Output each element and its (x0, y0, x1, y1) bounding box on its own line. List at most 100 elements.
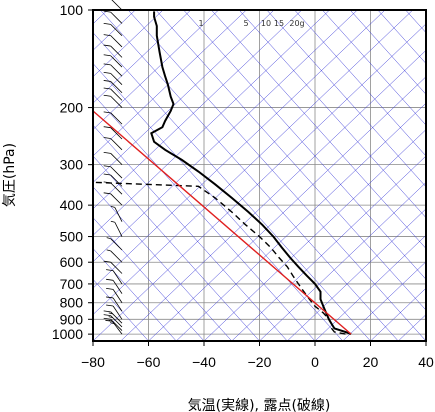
isotherm-line (93, 10, 164, 78)
wind-barb (103, 71, 123, 85)
isotherm-line (93, 10, 219, 130)
x-tick-label: −40 (192, 354, 216, 370)
adiabat-line (93, 63, 343, 341)
isotherm-line (93, 10, 330, 236)
adiabat-line (294, 10, 426, 157)
adiabat-line (155, 10, 426, 311)
wind-barb (103, 111, 123, 125)
wind-barb (103, 317, 123, 331)
mixing-ratio-label: 5 (243, 19, 248, 28)
y-tick-label: 500 (60, 229, 84, 245)
wind-barb (103, 34, 123, 48)
y-tick-label: 600 (60, 254, 84, 270)
wind-barb (103, 63, 123, 77)
isotherm-line (120, 49, 426, 341)
dewpoint-line (93, 181, 346, 335)
wind-barb (103, 94, 123, 108)
adiabat-line (93, 32, 371, 341)
wind-barb (103, 165, 123, 179)
x-tick-label: 40 (418, 354, 434, 370)
isotherm-lines (93, 10, 426, 341)
wind-barb (103, 126, 123, 140)
adiabat-line (93, 217, 205, 341)
x-axis-title: 気温(実線), 露点(破線) (188, 398, 331, 412)
wind-barb (103, 80, 123, 94)
isotherm-line (203, 129, 426, 341)
isotherm-line (231, 155, 426, 341)
wind-barb (106, 304, 123, 320)
wind-barb (106, 237, 123, 251)
adiabat-line (93, 155, 260, 341)
wind-barb (103, 314, 123, 328)
wind-barb (106, 269, 123, 285)
isotherm-line (287, 208, 426, 341)
wind-barb (106, 249, 123, 263)
adiabat-line (127, 10, 426, 341)
isotherm-line (93, 10, 386, 289)
wind-barb (103, 22, 123, 36)
wind-barb (103, 151, 123, 165)
mixing-ratio-label: 20g (289, 19, 304, 28)
y-tick-label: 100 (60, 2, 84, 18)
x-tick-label: −20 (248, 354, 272, 370)
y-tick-label: 200 (60, 100, 84, 116)
y-tick-label: 400 (60, 197, 84, 213)
adiabat-line (322, 10, 426, 126)
sounding-series (93, 11, 352, 336)
adiabat-line (211, 10, 426, 249)
mixing-ratio-label: 10 (261, 19, 271, 28)
x-tick-label: −60 (137, 354, 161, 370)
wind-barb (103, 137, 123, 151)
x-tick-label: 20 (363, 354, 379, 370)
isotherm-line (425, 340, 426, 341)
isotherm-line (93, 10, 302, 210)
parcel-line (93, 110, 352, 335)
isotherm-line (176, 102, 426, 341)
y-tick-label: 1000 (52, 326, 83, 342)
wind-barb (103, 173, 123, 187)
adiabat-line (93, 93, 316, 341)
wind-barb (103, 260, 123, 274)
isotherm-line (93, 10, 247, 157)
adiabat-line (93, 278, 149, 341)
wind-barb (106, 278, 123, 294)
wind-barb (103, 181, 123, 195)
y-tick-label: 900 (60, 311, 84, 327)
y-tick-label: 700 (60, 276, 84, 292)
isotherm-line (93, 10, 358, 263)
adiabat-line (405, 10, 426, 34)
isotherm-line (93, 10, 191, 104)
isotherm-line (314, 234, 426, 341)
mixing-ratio-label: 15 (274, 19, 284, 28)
adiabat-line (266, 10, 426, 188)
wind-barb (103, 10, 123, 24)
isotherm-line (342, 261, 426, 341)
wind-barb (103, 310, 123, 324)
background-grid (93, 10, 426, 341)
adiabat-line (100, 10, 399, 341)
adiabat-line (183, 10, 426, 280)
isotherm-line (93, 10, 275, 183)
isotherm-line (259, 182, 426, 341)
y-axis-title: 気圧(hPa) (2, 143, 18, 207)
wind-barb (111, 0, 123, 11)
adiabat-line (349, 10, 426, 95)
wind-barb (103, 44, 123, 58)
wind-barb (110, 206, 123, 222)
isotherm-line (398, 314, 426, 341)
x-axis-ticks: −80 −60 −40 −20 0 20 40 (81, 341, 434, 370)
y-tick-label: 300 (60, 157, 84, 173)
adiabat-line (93, 248, 177, 341)
adiabat-line (238, 10, 426, 219)
wind-barbs (103, 0, 123, 335)
y-tick-label: 800 (60, 295, 84, 311)
isotherm-line (93, 23, 426, 341)
isotherm-line (93, 10, 413, 315)
wind-barb (106, 296, 123, 312)
x-tick-label: −80 (81, 354, 105, 370)
wind-barb (103, 192, 123, 206)
wind-barb (103, 54, 123, 68)
wind-barb (110, 220, 123, 237)
